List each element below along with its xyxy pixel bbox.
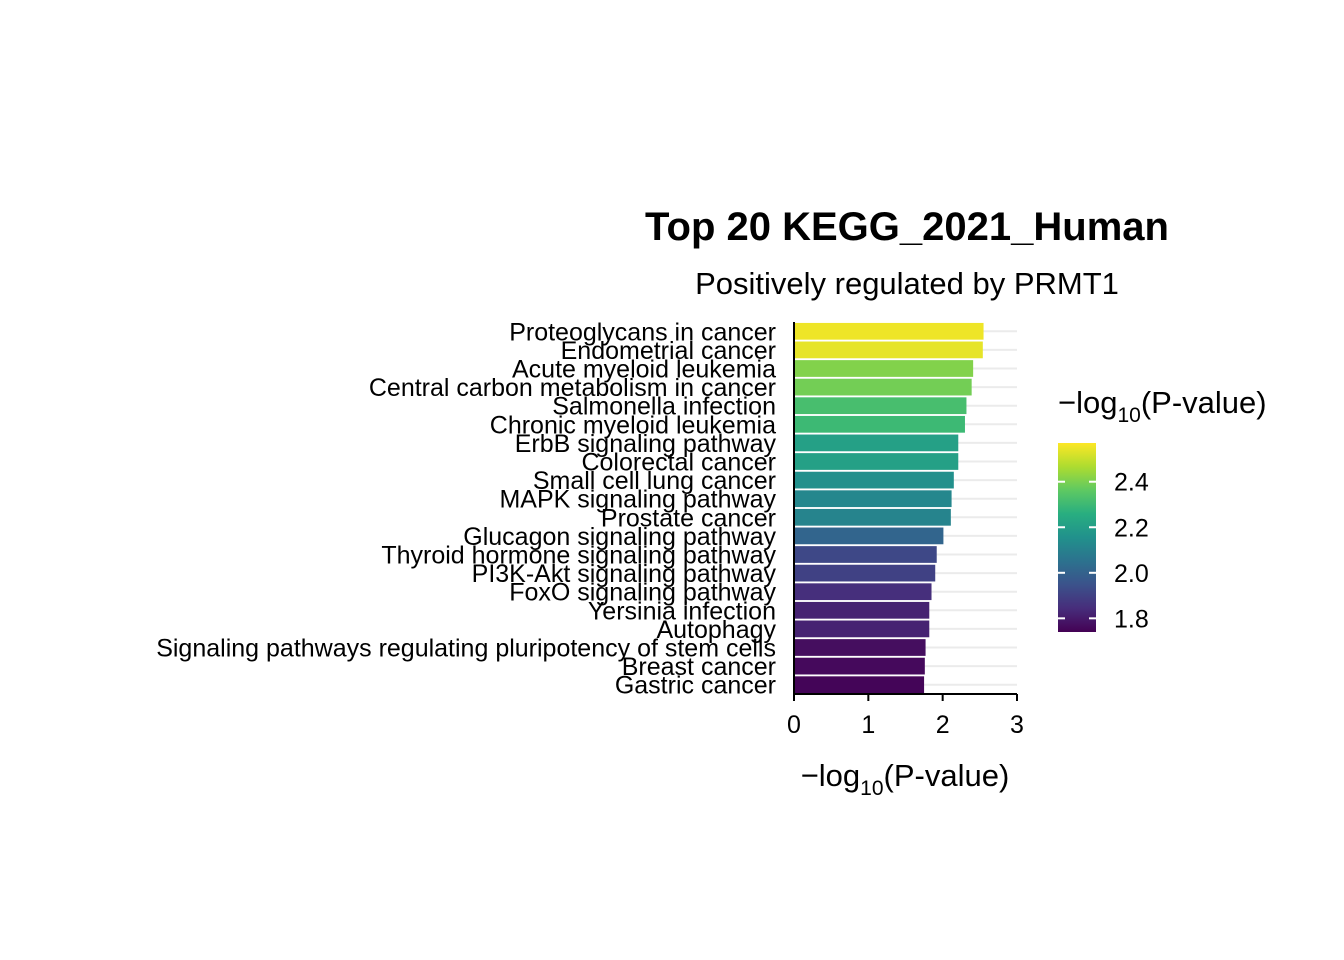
legend-title: −log10(P-value) <box>1058 385 1267 427</box>
category-label: PI3K-Akt signaling pathway <box>472 560 777 588</box>
bar <box>794 583 932 601</box>
bar <box>794 546 937 563</box>
colorbar <box>1058 443 1096 632</box>
category-label: Colorectal cancer <box>581 449 776 477</box>
bar <box>794 620 930 638</box>
legend-tick-label: 1.8 <box>1114 605 1149 633</box>
chart-title: Top 20 KEGG_2021_Human <box>645 205 1169 249</box>
legend-tick-label: 2.4 <box>1114 469 1149 497</box>
bars <box>794 322 984 694</box>
legend-ticks: 1.8 2.0 2.2 2.4 <box>1058 469 1149 633</box>
category-label: Glucagon signaling pathway <box>463 523 776 551</box>
category-label: MAPK signaling pathway <box>499 486 776 514</box>
category-label: Endometrial cancer <box>561 337 776 365</box>
category-label: Breast cancer <box>622 653 776 681</box>
category-label: Signaling pathways regulating pluripoten… <box>156 635 776 663</box>
x-axis-title: −log10(P-value) <box>801 758 1010 800</box>
bar <box>794 564 936 582</box>
category-label: Yersinia infection <box>588 597 776 625</box>
bar <box>794 676 925 694</box>
bar <box>794 471 954 489</box>
x-tick-label: 1 <box>861 711 875 739</box>
legend-tick-label: 2.0 <box>1114 560 1149 588</box>
category-label: Thyroid hormone signaling pathway <box>381 542 776 570</box>
bar <box>794 378 972 396</box>
chart-subtitle: Positively regulated by PRMT1 <box>695 266 1119 301</box>
x-tick-label: 3 <box>1010 711 1024 739</box>
category-label: Acute myeloid leukemia <box>512 356 776 384</box>
bar <box>794 601 930 619</box>
category-label: Salmonella infection <box>552 393 776 421</box>
bar <box>794 397 967 415</box>
bar <box>794 527 944 545</box>
bar <box>794 490 952 508</box>
category-label: Prostate cancer <box>601 504 776 532</box>
x-tick-label: 0 <box>787 711 801 739</box>
bar <box>794 415 965 433</box>
category-label: FoxO signaling pathway <box>509 579 776 607</box>
category-label: Proteoglycans in cancer <box>509 318 776 346</box>
category-label: Small cell lung cancer <box>533 467 776 495</box>
bar <box>794 657 925 675</box>
category-label: Chronic myeloid leukemia <box>490 411 776 439</box>
bar <box>794 434 959 452</box>
bar <box>794 453 959 470</box>
category-label: Central carbon metabolism in cancer <box>369 374 776 402</box>
x-axis-ticks: 0 1 2 3 <box>787 694 1024 739</box>
colorbar-legend: −log10(P-value) 1.8 2.0 2.2 2.4 <box>1058 385 1267 633</box>
bar <box>794 508 951 526</box>
category-label: Autophagy <box>656 616 776 644</box>
legend-tick-label: 2.2 <box>1114 514 1149 542</box>
bar <box>794 341 983 359</box>
bar <box>794 639 926 656</box>
category-label: ErbB signaling pathway <box>515 430 777 458</box>
bar <box>794 322 984 340</box>
category-label: Gastric cancer <box>615 672 776 700</box>
x-tick-label: 2 <box>936 711 950 739</box>
bar <box>794 360 974 377</box>
